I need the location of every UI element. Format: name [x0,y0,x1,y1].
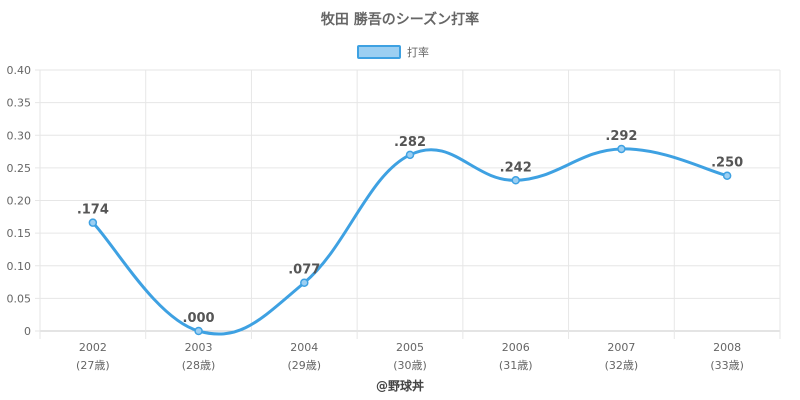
x-axis: 2002 (27歳) 2003 (28歳) 2004 (29歳) 2005 (30歳) 2006… [76,341,744,372]
data-labels: .174 .000 .077 .282 .242 .292 .250 [77,129,743,326]
data-point [511,176,520,185]
y-tick-label: 0.40 [7,64,32,77]
data-label: .250 [711,156,743,171]
x-tick-label: 2003 [185,341,213,354]
grid [39,69,781,339]
y-tick-label: 0.30 [7,129,32,142]
data-points [88,144,732,336]
series-line [91,147,729,336]
y-tick-label: 0 [24,325,31,338]
data-point [194,326,203,336]
x-tick-age-label: (29歳) [287,359,321,372]
series-path [91,147,729,336]
y-tick-label: 0.25 [7,162,32,175]
x-tick-label: 2008 [713,341,741,354]
x-tick-age-label: (31歳) [499,359,533,372]
data-point [405,150,415,160]
x-tick-age-label: (27歳) [76,359,110,372]
legend-swatch [357,45,401,59]
data-label: .242 [500,160,532,175]
x-tick-label: 2007 [607,341,635,354]
y-tick-label: 0.20 [7,195,32,208]
x-tick-age-label: (33歳) [710,359,744,372]
data-label: .077 [288,263,320,278]
legend-label: 打率 [407,45,429,59]
x-tick-age-label: (30歳) [393,359,427,372]
data-point [88,218,98,227]
x-tick-age-label: (32歳) [605,359,639,372]
x-tick-label: 2002 [79,341,107,354]
y-tick-label: 0.05 [7,292,32,305]
data-label: .174 [77,203,109,218]
x-tick-label: 2004 [290,341,318,354]
data-point [300,278,309,287]
y-axis: 0 0.05 0.10 0.15 0.20 0.25 0.30 0.35 0.40 [7,64,40,338]
x-tick-label: 2006 [502,341,530,354]
y-tick-label: 0.15 [7,227,32,240]
data-point [722,171,732,180]
x-tick-age-label: (28歳) [182,359,216,372]
footer-credit: @野球丼 [376,378,424,393]
data-label: .282 [394,135,426,150]
y-tick-label: 0.35 [7,97,32,110]
data-point [617,144,626,154]
x-tick-label: 2005 [396,341,424,354]
y-tick-label: 0.10 [7,260,32,273]
data-label: .292 [605,129,637,144]
chart-title: 牧田 勝吾のシーズン打率 [321,11,479,28]
legend[interactable]: 打率 [357,45,429,59]
data-label: .000 [183,311,215,326]
